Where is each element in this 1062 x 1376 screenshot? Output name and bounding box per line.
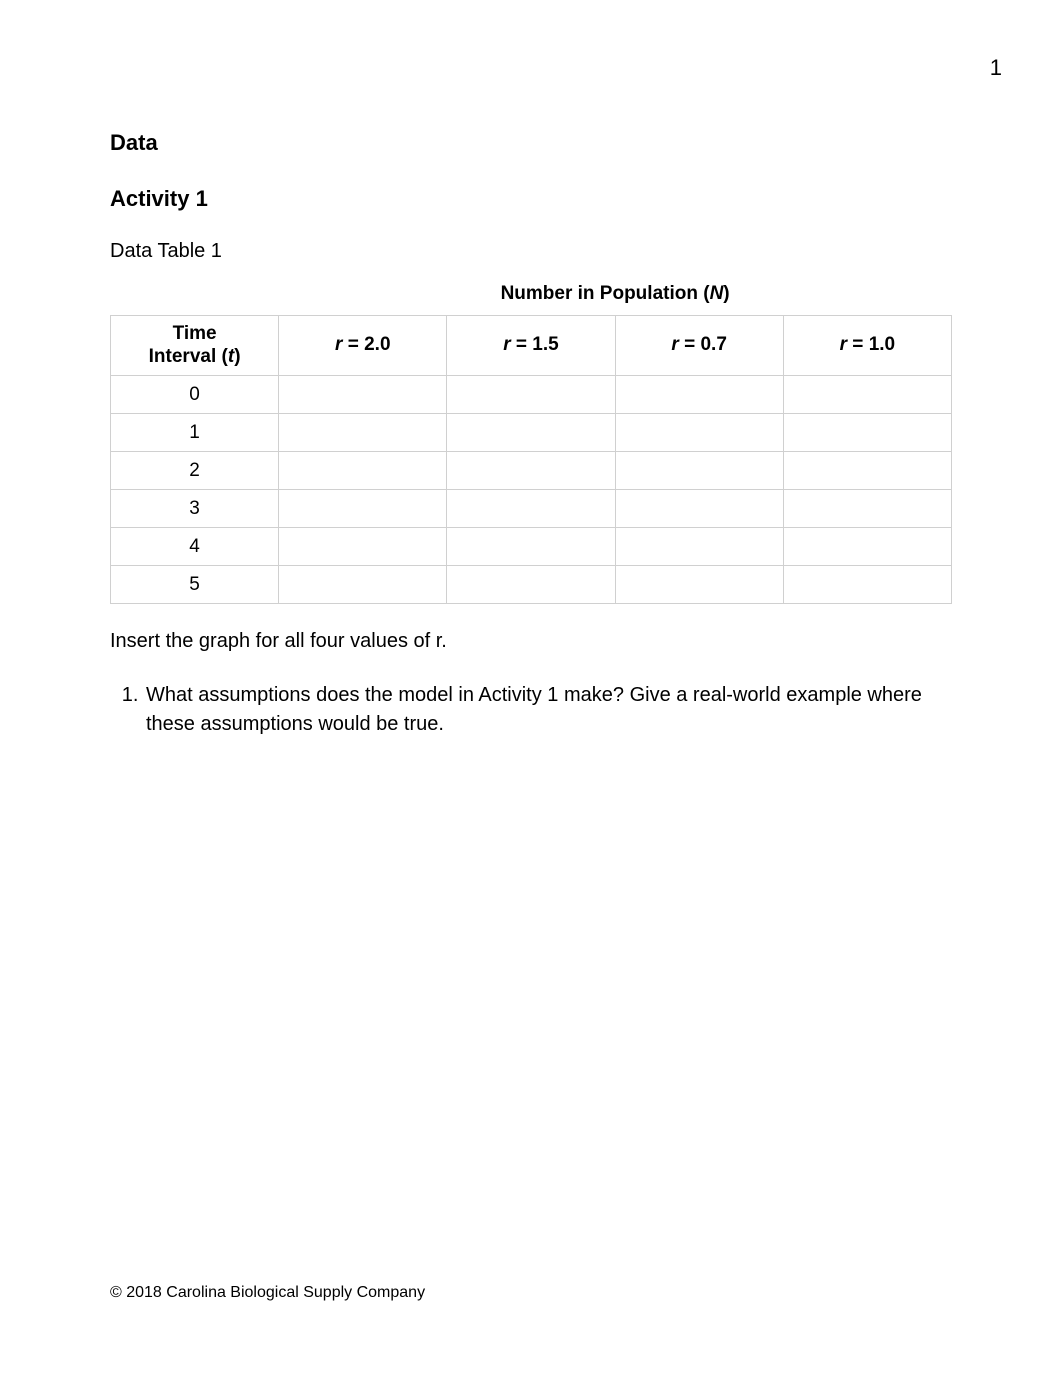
data-cell: [447, 566, 615, 604]
time-cell: 4: [111, 528, 279, 566]
table-row: 2: [111, 452, 952, 490]
r-header-1: r = 1.5: [447, 315, 615, 376]
data-cell: [783, 528, 951, 566]
table-row: 4: [111, 528, 952, 566]
data-cell: [447, 528, 615, 566]
data-cell: [615, 490, 783, 528]
page-number: 1: [990, 55, 1002, 81]
data-cell: [783, 452, 951, 490]
data-table-wrapper: Number in Population (N) Time Interval (…: [110, 277, 952, 604]
data-cell: [447, 452, 615, 490]
data-cell: [279, 414, 447, 452]
graph-instruction: Insert the graph for all four values of …: [110, 630, 952, 653]
data-cell: [447, 376, 615, 414]
data-cell: [279, 452, 447, 490]
data-cell: [783, 376, 951, 414]
time-cell: 2: [111, 452, 279, 490]
data-cell: [279, 490, 447, 528]
data-cell: [783, 566, 951, 604]
time-cell: 1: [111, 414, 279, 452]
time-cell: 3: [111, 490, 279, 528]
data-cell: [783, 490, 951, 528]
table-row: 5: [111, 566, 952, 604]
r-header-3: r = 1.0: [783, 315, 951, 376]
data-cell: [447, 490, 615, 528]
data-cell: [447, 414, 615, 452]
data-cell: [615, 376, 783, 414]
data-cell: [615, 566, 783, 604]
data-cell: [615, 414, 783, 452]
r-header-0: r = 2.0: [279, 315, 447, 376]
r-header-2: r = 0.7: [615, 315, 783, 376]
data-cell: [279, 566, 447, 604]
time-interval-header: Time Interval (t): [111, 315, 279, 376]
data-cell: [615, 452, 783, 490]
time-cell: 0: [111, 376, 279, 414]
data-heading: Data: [110, 130, 952, 156]
data-cell: [615, 528, 783, 566]
data-cell: [279, 376, 447, 414]
empty-cell: [111, 277, 279, 315]
table-row: 0: [111, 376, 952, 414]
data-cell: [783, 414, 951, 452]
table-row: 3: [111, 490, 952, 528]
activity-heading: Activity 1: [110, 186, 952, 212]
table-row: 1: [111, 414, 952, 452]
population-super-header: Number in Population (N): [279, 277, 952, 315]
table-caption: Data Table 1: [110, 240, 952, 263]
data-cell: [279, 528, 447, 566]
time-cell: 5: [111, 566, 279, 604]
copyright-footer: © 2018 Carolina Biological Supply Compan…: [110, 1284, 425, 1302]
data-table: Number in Population (N) Time Interval (…: [110, 277, 952, 604]
question-1: What assumptions does the model in Activ…: [144, 681, 952, 739]
question-list: What assumptions does the model in Activ…: [110, 681, 952, 739]
